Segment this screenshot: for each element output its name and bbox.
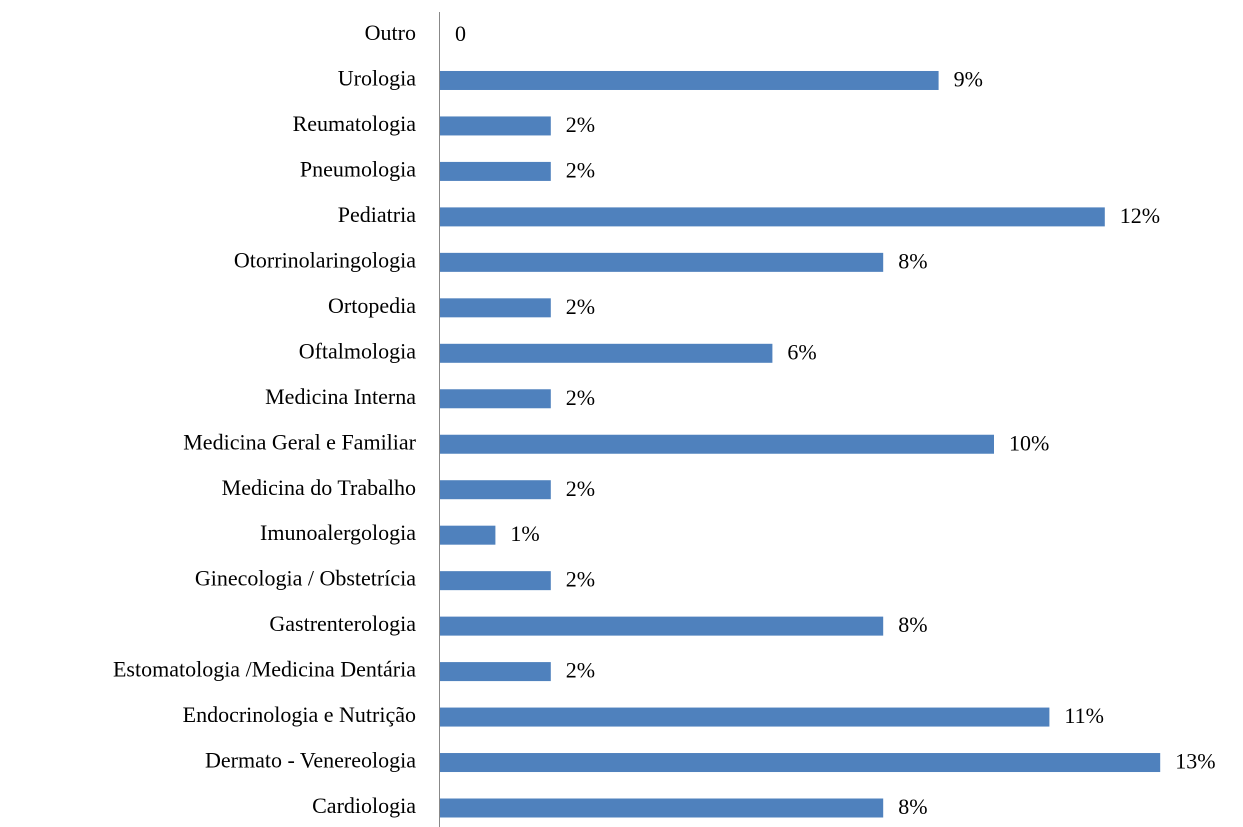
bar (440, 389, 551, 409)
y-tick-label: Reumatologia (293, 111, 417, 136)
y-tick-label: Estomatologia /Medicina Dentária (113, 657, 416, 682)
data-label: 2% (566, 294, 595, 319)
y-tick-label: Pneumologia (300, 156, 416, 181)
data-label: 2% (566, 476, 595, 501)
bar (440, 662, 551, 682)
y-tick-label: Otorrinolaringologia (234, 247, 416, 272)
bar (440, 298, 551, 318)
data-label: 0 (455, 21, 466, 46)
y-tick-label: Medicina Geral e Familiar (183, 429, 416, 454)
bar (440, 252, 884, 272)
y-tick-label: Gastrenterologia (269, 611, 416, 636)
y-tick-label: Ortopedia (328, 293, 416, 318)
y-tick-label: Outro (365, 20, 416, 45)
bar (440, 70, 939, 90)
y-tick-label: Urologia (338, 66, 416, 91)
data-label: 2% (566, 658, 595, 683)
data-label: 12% (1120, 203, 1160, 228)
y-tick-label: Imunoalergologia (260, 520, 416, 545)
bar (440, 116, 551, 136)
data-label: 2% (566, 385, 595, 410)
bar (440, 798, 884, 818)
y-tick-label: Oftalmologia (299, 338, 417, 363)
bar (440, 571, 551, 591)
data-label: 9% (954, 67, 983, 92)
bar (440, 525, 496, 545)
data-label: 2% (566, 112, 595, 137)
y-tick-label: Pediatria (338, 202, 416, 227)
y-tick-label: Medicina do Trabalho (222, 475, 416, 500)
bar (440, 753, 1161, 773)
bar (440, 161, 551, 181)
bar (440, 207, 1105, 227)
data-label: 13% (1175, 749, 1215, 774)
data-label: 11% (1064, 703, 1104, 728)
data-label: 2% (566, 567, 595, 592)
data-label: 8% (898, 248, 927, 273)
y-tick-label: Ginecologia / Obstetrícia (195, 566, 416, 591)
y-tick-label: Endocrinologia e Nutrição (183, 702, 416, 727)
data-label: 8% (898, 794, 927, 819)
bar (440, 616, 884, 636)
y-tick-label: Medicina Interna (265, 384, 416, 409)
bar (440, 480, 551, 500)
data-label: 2% (566, 157, 595, 182)
y-tick-label: Cardiologia (312, 793, 416, 818)
data-label: 10% (1009, 430, 1049, 455)
data-label: 1% (510, 521, 539, 546)
bar (440, 343, 773, 363)
data-label: 6% (787, 339, 816, 364)
y-tick-label: Dermato - Venereologia (205, 748, 416, 773)
data-label: 8% (898, 612, 927, 637)
bar (440, 707, 1050, 727)
bar (440, 434, 994, 454)
